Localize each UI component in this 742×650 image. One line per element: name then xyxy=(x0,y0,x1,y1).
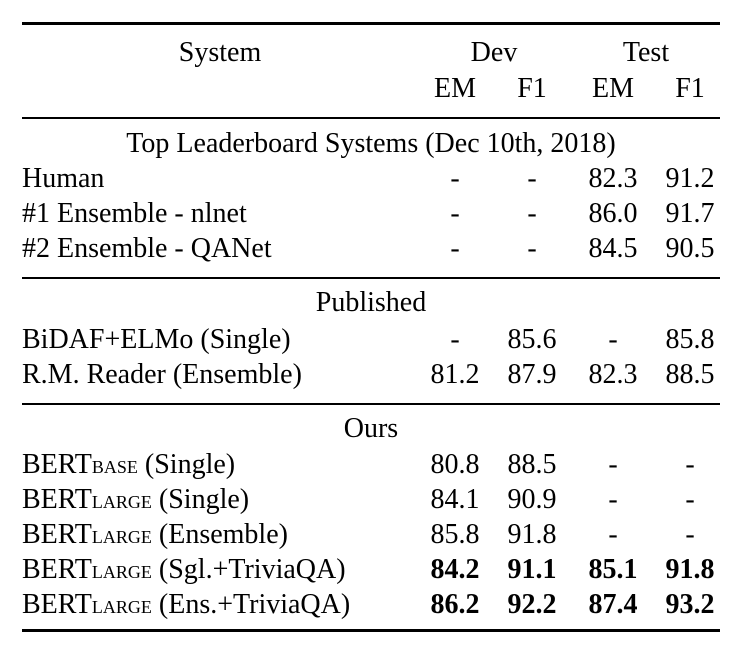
cell-test-f1: - xyxy=(685,484,695,515)
section-title: Top Leaderboard Systems (Dec 10th, 2018) xyxy=(126,128,616,159)
header-test-f1: F1 xyxy=(675,73,705,104)
model-variant: (Ens.+TriviaQA) xyxy=(151,589,351,620)
cell-test-em: 84.5 xyxy=(588,233,638,264)
cell-dev-em: 86.2 xyxy=(430,589,480,620)
model-name: BERT xyxy=(22,484,92,515)
table-row-name: R.M. Reader (Ensemble) xyxy=(22,359,302,390)
cell-dev-f1: - xyxy=(527,233,537,264)
header-dev: Dev xyxy=(470,37,518,68)
table-row-name: BERTLARGE (Single) xyxy=(22,484,249,518)
cell-test-em: - xyxy=(608,449,618,480)
cell-dev-f1: 91.1 xyxy=(507,554,557,585)
header-dev-f1: F1 xyxy=(517,73,547,104)
model-name: BERT xyxy=(22,589,92,620)
cell-test-f1: 91.8 xyxy=(665,554,715,585)
model-variant: (Single) xyxy=(151,484,250,515)
cell-dev-f1: - xyxy=(527,163,537,194)
cell-test-f1: - xyxy=(685,519,695,550)
cell-dev-f1: 85.6 xyxy=(507,324,557,355)
cell-test-em: 87.4 xyxy=(588,589,638,620)
cell-test-f1: - xyxy=(685,449,695,480)
cell-test-em: - xyxy=(608,484,618,515)
cell-test-em: - xyxy=(608,324,618,355)
header-dev-em: EM xyxy=(434,73,476,104)
table-row-name: #2 Ensemble - QANet xyxy=(22,233,272,264)
cell-test-em: 85.1 xyxy=(588,554,638,585)
cell-test-f1: 93.2 xyxy=(665,589,715,620)
cell-test-em: - xyxy=(608,519,618,550)
cell-dev-em: - xyxy=(450,324,460,355)
cell-dev-f1: 91.8 xyxy=(507,519,557,550)
cell-dev-f1: 92.2 xyxy=(507,589,557,620)
section-title: Ours xyxy=(343,413,399,444)
cell-dev-em: - xyxy=(450,233,460,264)
cell-test-f1: 91.7 xyxy=(665,198,715,229)
table-row-name: #1 Ensemble - nlnet xyxy=(22,198,247,229)
table-row-name: Human xyxy=(22,163,105,194)
cell-test-f1: 88.5 xyxy=(665,359,715,390)
table-row-name: BERTBASE (Single) xyxy=(22,449,235,483)
header-system: System xyxy=(178,37,262,68)
cell-test-em: 82.3 xyxy=(588,359,638,390)
model-name: BERT xyxy=(22,519,92,550)
table-row-name: BiDAF+ELMo (Single) xyxy=(22,324,291,355)
section-title: Published xyxy=(315,287,427,318)
top-rule xyxy=(22,22,720,25)
table-row-name: BERTLARGE (Ens.+TriviaQA) xyxy=(22,589,350,623)
cell-test-em: 82.3 xyxy=(588,163,638,194)
model-variant: (Ensemble) xyxy=(151,519,288,550)
table-row-name: BERTLARGE (Sgl.+TriviaQA) xyxy=(22,554,346,588)
cell-dev-em: - xyxy=(450,198,460,229)
cell-test-f1: 90.5 xyxy=(665,233,715,264)
cell-dev-em: 81.2 xyxy=(430,359,480,390)
model-name: BERT xyxy=(22,449,92,480)
header-rule xyxy=(22,117,720,119)
cell-dev-f1: 90.9 xyxy=(507,484,557,515)
cell-dev-em: 85.8 xyxy=(430,519,480,550)
bottom-rule xyxy=(22,629,720,632)
model-size-subscript: LARGE xyxy=(91,597,152,617)
cell-dev-em: 80.8 xyxy=(430,449,480,480)
cell-dev-em: - xyxy=(450,163,460,194)
model-name: BERT xyxy=(22,554,92,585)
model-size-subscript: BASE xyxy=(91,457,138,477)
table-row-name: BERTLARGE (Ensemble) xyxy=(22,519,288,553)
header-test: Test xyxy=(622,37,670,68)
model-size-subscript: LARGE xyxy=(91,492,152,512)
cell-dev-f1: 88.5 xyxy=(507,449,557,480)
model-variant: (Single) xyxy=(137,449,236,480)
cell-test-f1: 85.8 xyxy=(665,324,715,355)
section-rule xyxy=(22,403,720,405)
cell-test-em: 86.0 xyxy=(588,198,638,229)
section-rule xyxy=(22,277,720,279)
cell-dev-f1: - xyxy=(527,198,537,229)
model-size-subscript: LARGE xyxy=(91,562,152,582)
cell-test-f1: 91.2 xyxy=(665,163,715,194)
model-variant: (Sgl.+TriviaQA) xyxy=(151,554,346,585)
cell-dev-em: 84.1 xyxy=(430,484,480,515)
model-size-subscript: LARGE xyxy=(91,527,152,547)
cell-dev-f1: 87.9 xyxy=(507,359,557,390)
header-test-em: EM xyxy=(592,73,634,104)
cell-dev-em: 84.2 xyxy=(430,554,480,585)
